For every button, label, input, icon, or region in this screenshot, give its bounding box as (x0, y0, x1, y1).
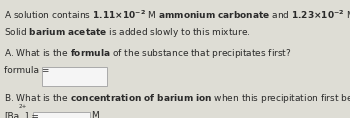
Text: A. What is the $\mathbf{formula}$ of the substance that precipitates first?: A. What is the $\mathbf{formula}$ of the… (4, 47, 292, 60)
Text: A solution contains $\mathbf{1.11{\times}10^{-2}}$ M $\mathbf{ammonium\ carbonat: A solution contains $\mathbf{1.11{\times… (4, 8, 350, 23)
Text: B. What is the $\mathbf{concentration\ of\ barium\ ion}$ when this precipitation: B. What is the $\mathbf{concentration\ o… (4, 92, 350, 105)
Text: M: M (91, 111, 99, 118)
Text: Solid $\mathbf{barium\ acetate}$ is added slowly to this mixture.: Solid $\mathbf{barium\ acetate}$ is adde… (4, 26, 251, 39)
Text: ] =: ] = (25, 111, 38, 118)
FancyBboxPatch shape (33, 112, 90, 118)
Text: 2+: 2+ (18, 104, 27, 109)
Text: formula =: formula = (4, 66, 50, 75)
FancyBboxPatch shape (42, 67, 107, 86)
Text: [Ba: [Ba (4, 111, 19, 118)
